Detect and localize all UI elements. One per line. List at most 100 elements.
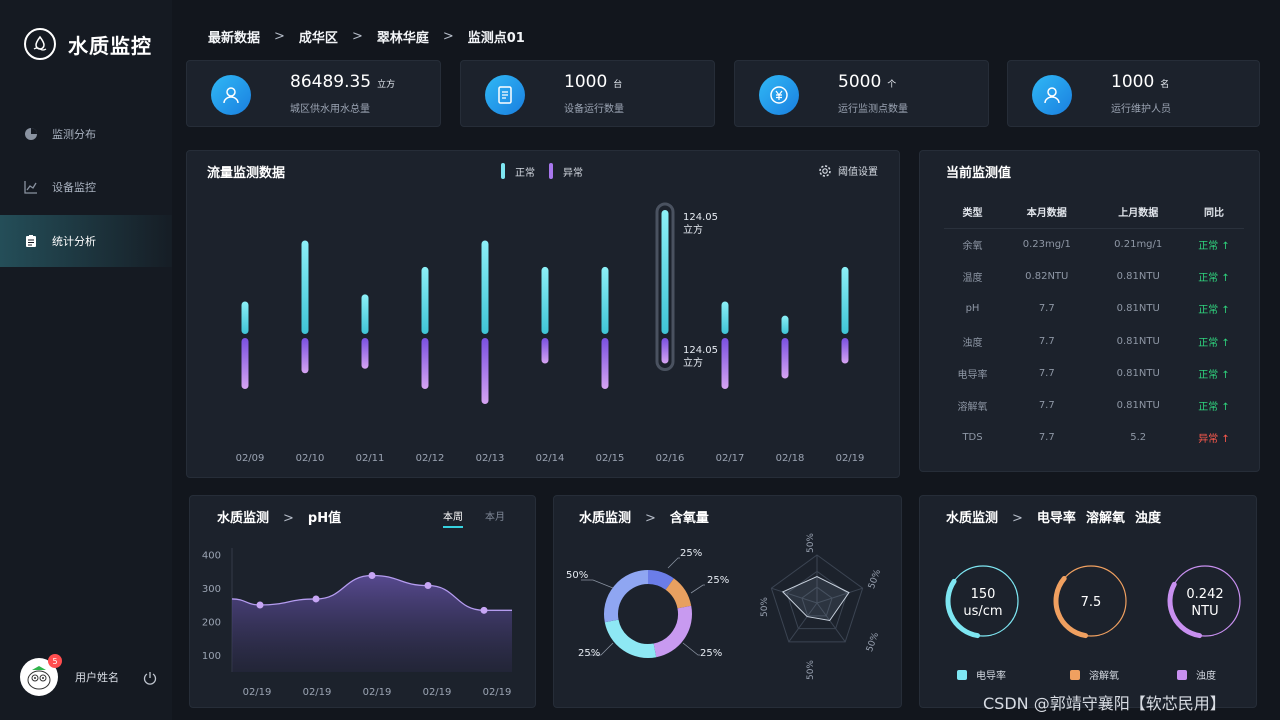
- slice-label: 25%: [700, 648, 722, 659]
- threshold-settings-button[interactable]: 阈值设置: [818, 163, 878, 178]
- table-cell: 0.21mg/1: [1114, 238, 1163, 250]
- bar-abnormal[interactable]: [721, 338, 729, 389]
- table-cell: 7.7: [1038, 432, 1055, 444]
- table-header: 本月数据: [1001, 196, 1093, 229]
- tab-month[interactable]: 本月: [485, 512, 505, 523]
- watermark: CSDN @郭靖守襄阳【软芯民用】: [983, 694, 1226, 713]
- bar-abnormal[interactable]: [781, 338, 789, 379]
- legend-normal[interactable]: 正常: [501, 163, 535, 179]
- radar-label: 50%: [760, 597, 770, 617]
- bar-normal[interactable]: [421, 266, 429, 334]
- bar-normal[interactable]: [841, 266, 849, 334]
- yuan-icon: [759, 75, 799, 115]
- power-icon[interactable]: [142, 670, 158, 686]
- x-tick-label: 02/19: [423, 687, 452, 698]
- bar-abnormal[interactable]: [241, 338, 249, 389]
- donut-slice[interactable]: [653, 605, 692, 658]
- bar-abnormal[interactable]: [661, 338, 669, 364]
- table-cell: 0.81NTU: [1116, 335, 1160, 347]
- radar-axis: [771, 587, 818, 604]
- x-tick-label: 02/14: [536, 453, 565, 464]
- stat-card-monitor-points: 5000 个 运行监测点数量: [734, 60, 989, 127]
- bar-abnormal[interactable]: [541, 338, 549, 364]
- table-cell: 7.7: [1038, 335, 1055, 347]
- nav-item-device-monitor[interactable]: 设备监控: [0, 161, 172, 213]
- bar-abnormal[interactable]: [601, 338, 609, 389]
- table-row: 温度 0.82NTU 0.81NTU 正常 ↑: [944, 260, 1244, 292]
- donut-slice[interactable]: [604, 619, 657, 658]
- bar-abnormal[interactable]: [481, 338, 489, 404]
- gauge-level: [1167, 581, 1203, 639]
- avatar[interactable]: 5: [20, 654, 62, 696]
- breadcrumb-item[interactable]: 翠林华庭: [376, 31, 429, 46]
- slice-leader-line: [682, 642, 700, 656]
- data-point[interactable]: [424, 582, 432, 590]
- tab-week[interactable]: 本周: [443, 508, 463, 528]
- bar-abnormal[interactable]: [301, 338, 309, 374]
- current-values-title: 当前监测值: [946, 166, 1012, 181]
- stat-value: 1000 名: [1111, 72, 1170, 92]
- x-tick-label: 02/19: [483, 687, 512, 698]
- slice-leader-line: [589, 642, 614, 656]
- table-cell: 7.7: [1038, 400, 1055, 412]
- donut-slice[interactable]: [647, 570, 674, 590]
- table-cell: 0.81NTU: [1116, 367, 1160, 379]
- data-point[interactable]: [368, 571, 376, 579]
- bar-normal[interactable]: [481, 240, 489, 334]
- data-point[interactable]: [312, 595, 320, 603]
- y-tick-label: 100: [202, 651, 221, 662]
- table-cell: 正常 ↑: [1198, 305, 1230, 317]
- x-tick-label: 02/17: [716, 453, 745, 464]
- gauge-legend-oxygen: 溶解氧: [1070, 667, 1119, 682]
- bar-normal[interactable]: [241, 301, 249, 334]
- x-tick-label: 02/10: [296, 453, 325, 464]
- legend-abnormal[interactable]: 异常: [549, 163, 583, 179]
- slice-label: 25%: [680, 548, 702, 559]
- radar-label: 50%: [867, 568, 883, 591]
- bar-normal[interactable]: [601, 266, 609, 334]
- table-cell: 7.7: [1038, 367, 1055, 379]
- gauge-value: 0.242: [1186, 587, 1223, 602]
- bar-normal[interactable]: [361, 294, 369, 334]
- table-cell: 浊度: [962, 337, 983, 349]
- data-point[interactable]: [480, 606, 488, 614]
- tooltip-text: 124.05: [683, 212, 718, 223]
- nav-item-statistics[interactable]: 统计分析: [0, 215, 172, 267]
- bar-normal[interactable]: [301, 240, 309, 334]
- bar-normal[interactable]: [721, 301, 729, 334]
- data-point[interactable]: [256, 601, 264, 609]
- tooltip-text: 124.05: [683, 345, 718, 356]
- oxygen-radar-chart: 50% 50% 50% 50% 50%: [760, 533, 883, 680]
- breadcrumb-item[interactable]: 监测点01: [467, 31, 525, 46]
- bar-highlight: [655, 202, 675, 371]
- table-cell: 5.2: [1130, 432, 1147, 444]
- table-row: 电导率 7.7 0.81NTU 正常 ↑: [944, 357, 1244, 389]
- bar-normal[interactable]: [661, 210, 669, 334]
- gauge-unit: NTU: [1191, 604, 1218, 619]
- stat-label: 城区供水用水总量: [290, 104, 370, 115]
- donut-slice[interactable]: [665, 578, 692, 609]
- bar-abnormal[interactable]: [841, 338, 849, 364]
- table-cell: 溶解氧: [957, 402, 988, 414]
- bar-normal[interactable]: [541, 266, 549, 334]
- chevron-right-icon: >: [274, 29, 285, 44]
- nav-label: 监测分布: [52, 128, 96, 141]
- table-row: TDS 7.7 5.2 异常 ↑: [944, 422, 1244, 454]
- bar-abnormal[interactable]: [421, 338, 429, 389]
- bar-abnormal[interactable]: [361, 338, 369, 369]
- radar-axis: [816, 602, 846, 643]
- bar-normal[interactable]: [781, 315, 789, 334]
- nav-item-distribution[interactable]: 监测分布: [0, 108, 172, 160]
- table-row: 溶解氧 7.7 0.81NTU 正常 ↑: [944, 389, 1244, 421]
- breadcrumb-item[interactable]: 成华区: [298, 31, 338, 46]
- flow-bar-chart: 02/09 02/10 02/11 02/12 02/13 02/14 02/15 02/16…: [236, 202, 864, 464]
- water-drop-icon: [24, 28, 56, 60]
- y-tick-label: 200: [202, 618, 221, 629]
- breadcrumb-item[interactable]: 最新数据: [208, 31, 261, 46]
- donut-slice[interactable]: [604, 570, 649, 623]
- gauge-unit: us/cm: [963, 604, 1002, 619]
- slice-leader-line: [667, 557, 680, 569]
- sidebar: 水质监控 监测分布 设备监控 统计分析 5 用户姓名: [0, 0, 172, 720]
- x-tick-label: 02/11: [356, 453, 385, 464]
- x-tick-label: 02/19: [243, 687, 272, 698]
